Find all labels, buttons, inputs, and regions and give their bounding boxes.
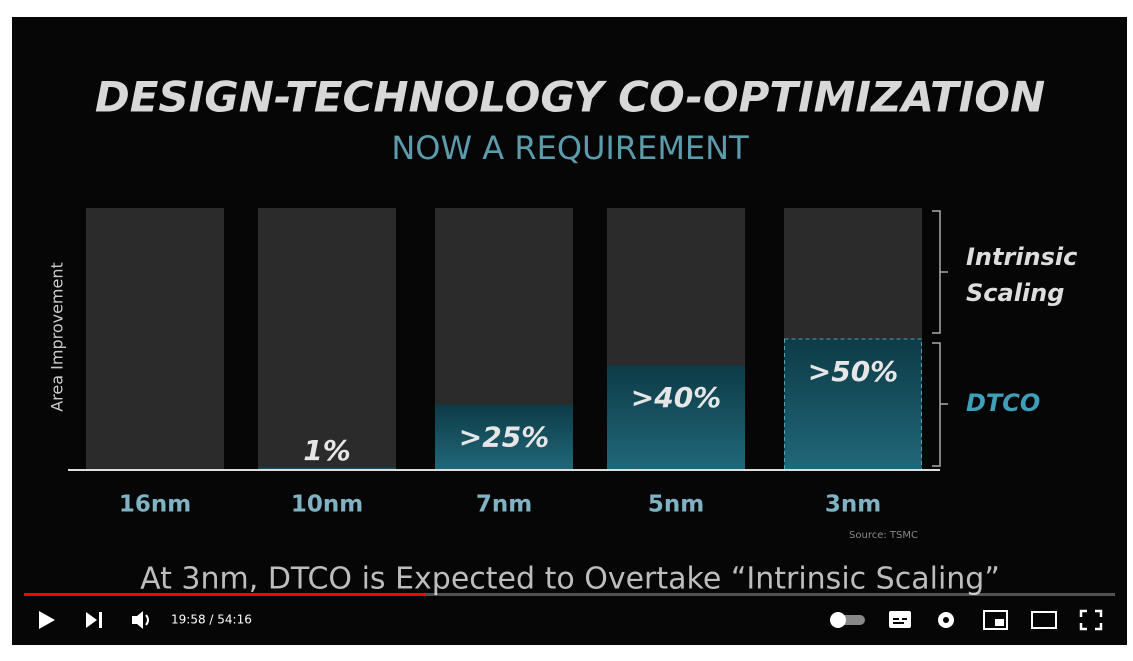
- volume-wave: [145, 614, 149, 626]
- source-note: Source: TSMC: [849, 530, 918, 541]
- column-background: [258, 208, 396, 470]
- time-display: 19:58 / 54:16: [171, 613, 252, 627]
- subtitles-button[interactable]: [889, 611, 911, 628]
- subtitles-glyph: [893, 618, 907, 624]
- progress-track[interactable]: [24, 593, 1115, 596]
- x-tick-label: 7nm: [476, 492, 532, 518]
- bracket-label: DTCO: [966, 389, 1040, 417]
- bracket-intrinsic: [932, 210, 948, 334]
- volume-button[interactable]: [132, 611, 143, 629]
- dtco-bar: [607, 365, 745, 470]
- dtco-bar: [784, 338, 922, 471]
- autoplay-knob: [830, 612, 846, 628]
- progress-played: [24, 593, 425, 596]
- data-label: >40%: [631, 381, 721, 414]
- data-label: >25%: [459, 421, 549, 454]
- theater-button[interactable]: [1031, 611, 1057, 629]
- dtco-bar: [435, 404, 573, 470]
- bracket-dtco: [932, 342, 948, 467]
- data-label: >50%: [808, 355, 898, 388]
- slide-title: DESIGN-TECHNOLOGY CO-OPTIMIZATION: [95, 73, 1045, 122]
- y-axis-label: Area Improvement: [48, 262, 67, 412]
- x-tick-label: 3nm: [825, 492, 881, 518]
- next-button[interactable]: [86, 612, 102, 628]
- x-tick-label: 16nm: [119, 492, 191, 518]
- slide-subtitle: NOW A REQUIREMENT: [391, 129, 749, 167]
- fullscreen-button[interactable]: [1079, 609, 1103, 631]
- x-tick-label: 10nm: [291, 492, 363, 518]
- settings-hole: [943, 617, 949, 623]
- play-button[interactable]: [39, 611, 55, 629]
- miniplayer-glyph: [995, 619, 1004, 626]
- caption: At 3nm, DTCO is Expected to Overtake “In…: [140, 562, 1000, 597]
- chart: 16nm 10nm 1% 7nm >25% 5nm >40% 3nm >50%: [86, 208, 922, 518]
- dtco-bar: [258, 467, 396, 470]
- miniplayer-button[interactable]: [983, 610, 1008, 630]
- data-label: 1%: [303, 434, 351, 467]
- x-tick-label: 5nm: [648, 492, 704, 518]
- column-background: [86, 208, 224, 470]
- bracket-label: Intrinsic Scaling: [966, 243, 1077, 307]
